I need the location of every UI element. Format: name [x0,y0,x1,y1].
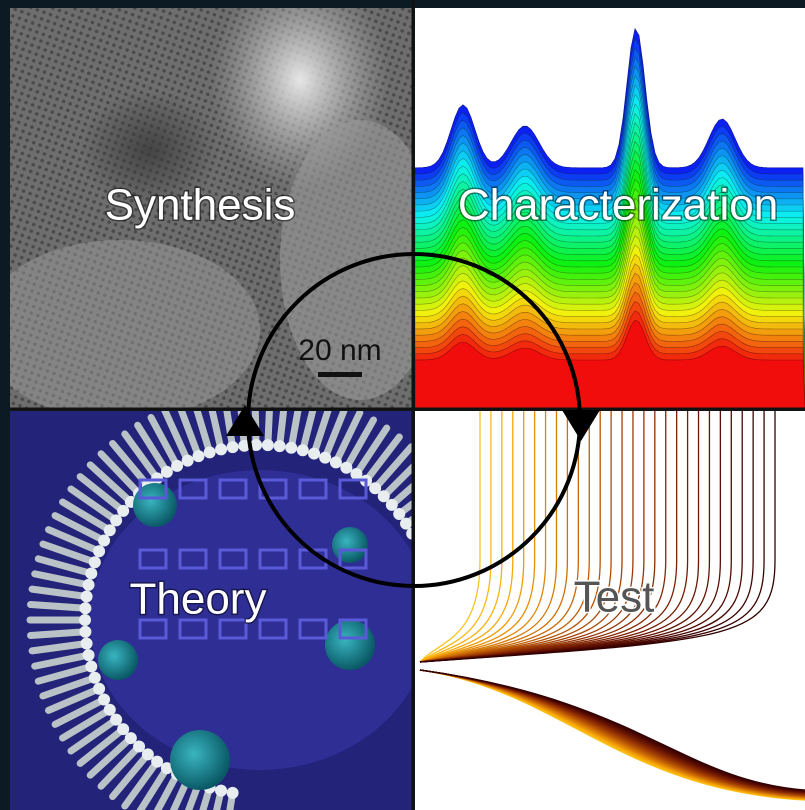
rod-head [151,472,163,484]
rod-head [104,704,116,716]
rod-head [79,602,91,614]
rod-head [93,545,105,557]
rod-head [285,442,297,454]
rod-head [110,714,122,726]
rod-head [227,787,239,799]
particle [332,527,368,563]
characterization-label: Characterization [458,181,778,230]
rod-head [350,468,362,480]
rod-head [85,567,97,579]
rod-head [104,524,116,536]
rod-head [193,450,205,462]
rod-head [400,518,412,530]
rod-head [262,439,274,451]
rod-head [215,443,227,455]
rod-head [79,626,91,638]
rod-head [89,556,101,568]
rod [31,605,86,609]
rod-head [93,683,105,695]
synthesis-label: Synthesis [105,181,296,230]
rod-head [89,672,101,684]
rod-head [83,579,95,591]
rod-head [98,535,110,547]
rod-head [171,460,183,472]
rod-head [204,446,216,458]
rod-head [182,455,194,467]
scale-bar-label: 20 nm [298,334,381,367]
rod-head [308,448,320,460]
rod-head [340,462,352,474]
rod-head [393,508,405,520]
particle [98,640,138,680]
rod-head [330,456,342,468]
rod-head [227,441,239,453]
rod [31,632,86,636]
theory-label: Theory [130,575,267,624]
particle [170,730,230,790]
test-label: Test [574,573,655,622]
rod-head [297,444,309,456]
rod-head [274,440,286,452]
rod-head [81,591,93,603]
rod-head [79,614,91,626]
rod-head [83,649,95,661]
rod-head [161,466,173,478]
rod-head [98,693,110,705]
rod-head [81,637,93,649]
rod-head [215,785,227,797]
figure: 20 nm Synthesis Characterization Theory … [0,0,805,810]
rod-head [319,452,331,464]
rod-head [85,661,97,673]
